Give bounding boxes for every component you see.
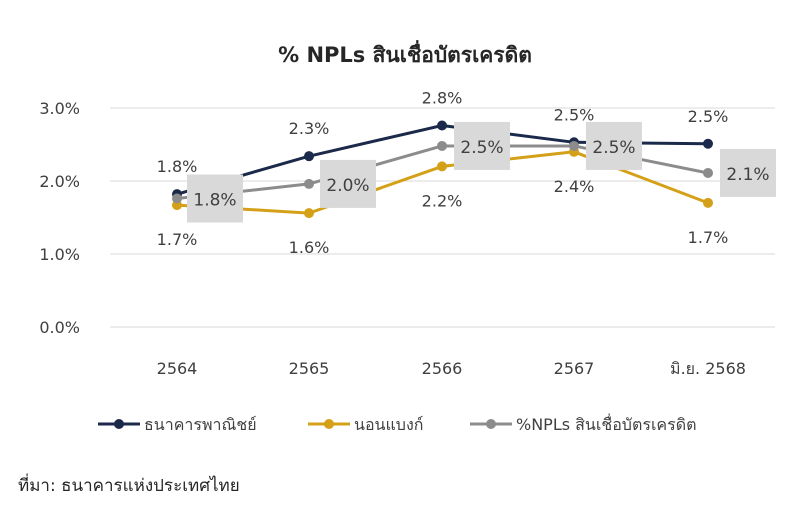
legend: ธนาคารพาณิชย์ นอนแบงก์ %NPLs สินเชื่อบัตรเ… [98, 413, 696, 434]
data-labels: 1.8% 2.3% 2.8% 2.5% 2.5% 1.7% 1.6% 2.2% 2.4% 1.7%… [157, 89, 776, 257]
x-tick-label: 2564 [157, 359, 198, 378]
y-axis: 0.0% 1.0% 2.0% 3.0% [39, 99, 80, 337]
data-label: 1.6% [289, 238, 330, 257]
data-point [703, 138, 713, 149]
data-point [437, 120, 447, 131]
data-point [569, 140, 579, 151]
data-point [437, 140, 447, 151]
x-tick-label: 2565 [289, 359, 330, 378]
source-note: ที่มา: ธนาคารแห่งประเทศไทย [18, 476, 240, 496]
y-tick-label: 3.0% [39, 99, 80, 118]
y-tick-label: 2.0% [39, 172, 80, 191]
data-label-box [187, 174, 243, 223]
data-label: 1.8% [193, 191, 236, 211]
data-label-box [454, 121, 510, 170]
legend-marker [486, 419, 496, 429]
data-point [703, 167, 713, 178]
data-label-box [320, 159, 376, 208]
data-label: 2.5% [592, 138, 635, 158]
y-tick-label: 1.0% [39, 245, 80, 264]
data-label: 1.7% [157, 230, 198, 249]
series-lines [172, 120, 713, 219]
data-label: 2.5% [554, 105, 595, 124]
data-label-box [586, 121, 642, 170]
legend-label: %NPLs สินเชื่อบัตรเครดิต [516, 413, 696, 434]
data-label: 2.5% [460, 138, 503, 158]
data-label: 2.2% [422, 191, 463, 210]
data-label: 1.8% [157, 157, 198, 176]
chart-title: % NPLs สินเชื่อบัตรเครดิต [278, 39, 532, 67]
data-point [304, 208, 314, 219]
x-tick-label: 2567 [554, 359, 595, 378]
x-axis: 2564 2565 2566 2567 มิ.ย. 2568 [157, 359, 746, 378]
x-tick-label: 2566 [422, 359, 463, 378]
data-label: 2.3% [289, 119, 330, 138]
data-label: 2.4% [554, 177, 595, 196]
data-label: 2.8% [422, 89, 463, 108]
data-point [437, 161, 447, 172]
legend-marker [324, 419, 334, 429]
legend-label: ธนาคารพาณิชย์ [144, 415, 257, 434]
data-point [703, 197, 713, 208]
legend-label: นอนแบงก์ [354, 415, 423, 434]
data-point [172, 193, 182, 204]
data-label: 2.0% [326, 176, 369, 196]
data-label: 2.1% [726, 165, 769, 185]
y-tick-label: 0.0% [39, 318, 80, 337]
data-label-box [720, 148, 776, 197]
legend-marker [114, 419, 124, 429]
data-label: 2.5% [688, 107, 729, 126]
data-point [304, 151, 314, 162]
data-label: 1.7% [688, 228, 729, 247]
data-point [304, 178, 314, 189]
x-tick-label: มิ.ย. 2568 [670, 359, 746, 378]
